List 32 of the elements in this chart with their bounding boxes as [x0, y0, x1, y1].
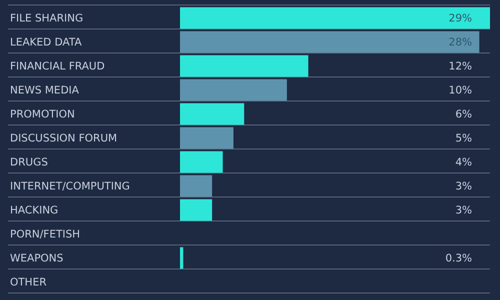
- data-label: 3%: [455, 204, 472, 217]
- bar: [180, 7, 490, 29]
- data-label: 0.3%: [445, 252, 472, 265]
- bar: [180, 31, 480, 53]
- y-tick-label: HACKING: [10, 204, 58, 217]
- data-label: 4%: [455, 156, 472, 169]
- bar: [180, 247, 184, 269]
- data-label: 10%: [448, 84, 472, 97]
- bar: [180, 151, 223, 173]
- y-tick-label: OTHER: [10, 276, 47, 289]
- bar: [180, 127, 234, 149]
- bar: [180, 175, 212, 197]
- y-tick-label: NEWS MEDIA: [10, 84, 80, 97]
- y-tick-label: FINANCIAL FRAUD: [10, 60, 105, 73]
- data-label: 29%: [448, 12, 472, 25]
- y-tick-label: INTERNET/COMPUTING: [10, 180, 130, 193]
- y-tick-label: PORN/FETISH: [10, 228, 80, 241]
- bar: [180, 79, 287, 101]
- y-tick-label: FILE SHARING: [10, 12, 84, 25]
- y-tick-label: LEAKED DATA: [10, 36, 82, 49]
- data-label: 3%: [455, 180, 472, 193]
- data-label: 6%: [455, 108, 472, 121]
- bar: [180, 199, 212, 221]
- y-tick-label: PROMOTION: [10, 108, 75, 121]
- data-label: 28%: [448, 36, 472, 49]
- y-tick-label: DISCUSSION FORUM: [10, 132, 118, 145]
- y-tick-label: DRUGS: [10, 156, 48, 169]
- data-label: 12%: [448, 60, 472, 73]
- bar: [180, 103, 244, 125]
- bar: [180, 55, 308, 77]
- y-tick-label: WEAPONS: [10, 252, 64, 265]
- data-label: 5%: [455, 132, 472, 145]
